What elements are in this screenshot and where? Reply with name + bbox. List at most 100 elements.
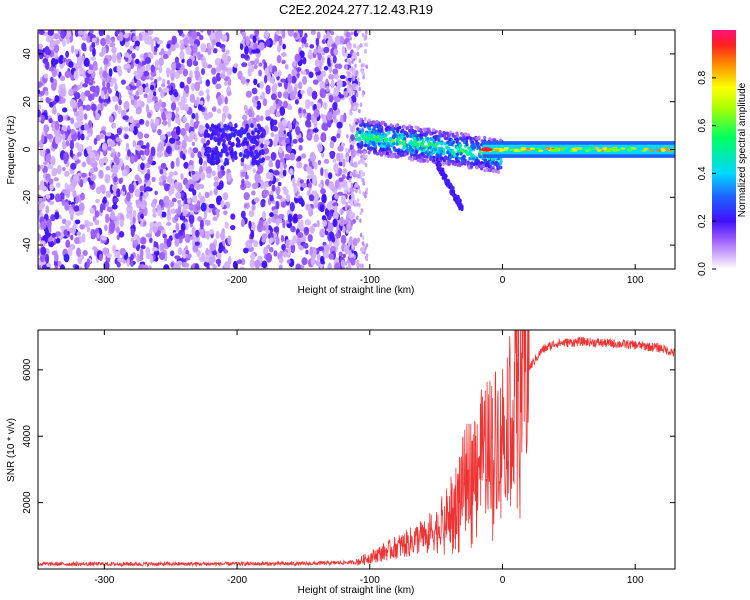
spectrogram-cell — [43, 161, 48, 166]
spectrogram-cell — [313, 118, 318, 128]
spectrogram-cell — [199, 195, 206, 205]
spectrogram-cell — [304, 42, 309, 48]
spectrogram-cell — [40, 246, 47, 256]
spectrogram-cell — [215, 153, 220, 159]
spectrogram-cell — [163, 264, 170, 269]
spectrogram-cell — [477, 153, 481, 157]
spectrogram-cell — [338, 251, 343, 257]
spectrogram-cell — [175, 140, 181, 146]
spectrogram-cell — [334, 205, 338, 214]
spectrogram-cell — [320, 188, 326, 195]
spectrogram-cell — [224, 125, 229, 131]
spectrogram-cell — [259, 81, 264, 89]
spectrogram-cell — [326, 30, 330, 38]
spectrogram-cell — [273, 71, 279, 78]
spectrogram-cell — [351, 191, 354, 196]
colorbar-ticks: 0.0 0.2 0.4 0.6 0.8 — [697, 70, 716, 276]
spectrogram-cell — [68, 88, 74, 97]
spectrogram-cell — [295, 263, 301, 269]
y-tick-label: 6000 — [22, 358, 33, 381]
spectrogram-cell — [174, 255, 181, 260]
spectrogram-cell — [359, 123, 363, 127]
spectrogram-cell — [269, 190, 274, 196]
spectrogram-cell — [166, 80, 171, 85]
spectrogram-cell — [230, 213, 236, 220]
spectrogram-cell — [213, 188, 218, 196]
spectrogram-cell — [211, 76, 218, 85]
spectrogram-cell — [298, 30, 304, 36]
spectrogram-cell — [400, 136, 404, 140]
spectrogram-cell — [175, 106, 180, 113]
spectrogram-cell — [344, 261, 348, 266]
spectrogram-cell — [320, 255, 325, 265]
spectrogram-cell — [54, 193, 61, 203]
spectrogram-cell — [62, 57, 67, 63]
spectrogram-cell — [122, 115, 129, 121]
spectrogram-cell — [302, 75, 308, 85]
y-tick-label: -40 — [22, 237, 33, 252]
spectrogram-cell — [77, 143, 84, 153]
spectrogram-cell — [107, 146, 112, 151]
spectrogram-cell — [460, 205, 464, 210]
spectrogram-cell — [317, 31, 321, 40]
spectrogram-cell — [385, 151, 389, 156]
spectrogram-cell — [91, 37, 98, 43]
spectrogram-cell — [222, 105, 229, 114]
spectrogram-cell — [451, 159, 455, 164]
spectrogram-cell — [412, 156, 417, 160]
spectrogram-cell — [137, 139, 144, 146]
spectrogram-cell — [345, 250, 348, 255]
spectrogram-cell — [254, 173, 260, 183]
spectrogram-cell — [252, 35, 257, 44]
spectrogram-cell — [358, 108, 361, 114]
spectrogram-cell — [269, 195, 274, 202]
spectrogram-cell — [333, 73, 340, 80]
spectrogram-cell — [359, 102, 363, 108]
spectrogram-cell — [78, 115, 84, 121]
spectrogram-cell — [373, 149, 378, 153]
spectrogram-cell — [64, 170, 70, 177]
spectrogram-cell — [218, 246, 223, 254]
spectrogram-cell — [214, 31, 219, 40]
spectrogram-cell — [242, 153, 247, 159]
spectrogram-cell — [98, 30, 105, 37]
spectrogram-cell — [430, 152, 434, 157]
spectrogram-cell — [246, 181, 251, 189]
spectrogram-cell — [314, 59, 320, 68]
spectrogram-cell — [419, 127, 423, 132]
spectrogram-cell — [206, 154, 211, 160]
spectrogram-cell — [198, 90, 204, 97]
spectrogram-cell — [414, 125, 418, 129]
spectrogram-cell — [387, 143, 391, 147]
spectrogram-cell — [245, 90, 252, 98]
spectrogram-cell — [214, 147, 219, 153]
spectrogram-cell — [105, 165, 111, 171]
spectrogram-cell — [90, 156, 96, 164]
spectrogram-cell — [239, 43, 244, 51]
spectrogram-cell — [222, 138, 226, 144]
spectrogram-cell — [602, 147, 608, 150]
spectrogram-cell — [302, 108, 307, 115]
spectrogram-cell — [292, 213, 299, 224]
spectrogram-cell — [249, 137, 254, 143]
spectrogram-cell — [277, 181, 282, 187]
spectrogram-cell — [363, 117, 367, 122]
spectrogram-cell — [348, 237, 352, 243]
spectrogram-cell — [74, 264, 80, 269]
spectrogram-cell — [177, 247, 183, 256]
colorbar-tick-label: 0.0 — [697, 262, 708, 276]
spectrogram-cell — [76, 247, 82, 257]
spectrogram-cell — [284, 64, 289, 70]
spectrogram-cell — [171, 141, 175, 152]
spectrogram-cell — [174, 72, 180, 79]
spectrogram-cell — [346, 70, 349, 75]
spectrogram-cell — [478, 150, 482, 154]
spectrogram-cell — [115, 136, 120, 143]
spectrogram-cell — [275, 110, 281, 118]
spectrogram-cell — [261, 237, 266, 243]
spectrogram-cell — [362, 63, 366, 68]
spectrogram-cell — [449, 189, 453, 194]
snr-xlabel: Height of straight line (km) — [298, 585, 415, 596]
spectrogram-cell — [446, 181, 450, 186]
spectrogram-cell — [327, 222, 334, 233]
